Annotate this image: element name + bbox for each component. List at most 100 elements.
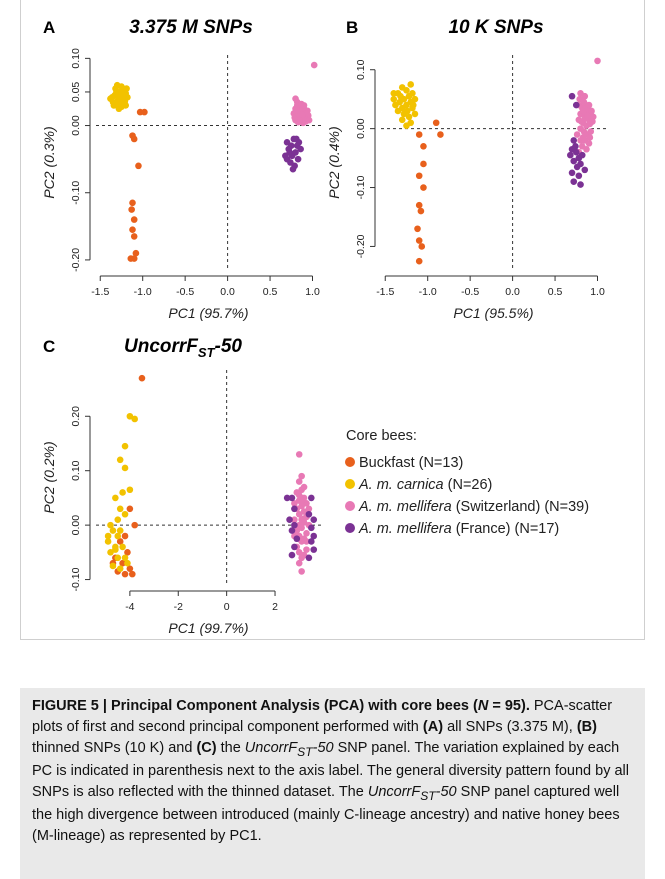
data-point [123,85,130,92]
panel-letter: C [43,337,55,356]
data-point [300,483,308,491]
data-points [104,374,318,578]
data-point [594,57,601,65]
x-axis-label: PC1 (95.7%) [168,305,248,321]
data-point [107,549,114,556]
y-axis-label: PC2 (0.4%) [326,126,342,198]
data-point [310,532,318,540]
legend: Core bees: Buckfast (N=13) A. m. carnica (… [345,428,589,537]
panel-a: A 3.375 M SNPs -1.5 -1.0 -0.5 0.0 0.5 1.0 PC1 (9… [41,17,321,321]
x-tick-label: -1.0 [419,286,437,298]
legend-label: A. m. mellifera (Switzerland) (N=39) [358,499,589,515]
x-tick-label: 2 [272,601,278,613]
legend-label-italic: A. m. carnica [358,477,444,493]
data-point [293,535,301,543]
data-point [570,137,578,144]
data-point [288,551,296,559]
data-point [418,243,426,250]
legend-label-text: (Switzerland) (N=39) [452,499,589,515]
data-point [568,169,576,177]
legend-marker [345,479,355,489]
y-axis-label: PC2 (0.2%) [41,441,57,513]
panel-c: C UncorrFST-50 -4 -2 0 2 PC1 (99.7%) -0.10 0.00 0… [41,336,321,636]
data-point [572,101,580,109]
data-point [578,151,586,159]
data-point [298,502,305,510]
data-point [392,101,399,109]
data-point [303,546,310,553]
data-point [300,102,308,109]
data-point [138,374,146,382]
data-point [116,565,124,572]
y-tick-label: 0.00 [70,515,82,536]
y-axis: -0.20 -0.10 0.00 0.10 PC2 (0.4%) [326,59,376,258]
panel-letter: B [346,18,358,37]
x-tick-label: -1.5 [91,286,109,298]
data-point [577,181,584,188]
data-point [303,529,310,537]
data-point [415,201,423,209]
data-point [124,94,131,101]
pca-figure: A 3.375 M SNPs -1.5 -1.0 -0.5 0.0 0.5 1.0 PC1 (9… [41,17,606,636]
y-axis: -0.20 -0.10 0.00 0.05 0.10 PC2 (0.3%) [41,48,91,272]
series-2 [573,57,601,156]
data-point [110,102,118,109]
x-axis: -4 -2 0 2 PC1 (99.7%) [125,590,278,636]
data-point [295,510,303,518]
data-point [112,494,119,502]
x-tick-label: 1.0 [305,286,320,298]
series-3 [283,494,318,562]
data-point [420,143,427,150]
data-point [121,554,129,562]
series-1 [390,81,419,129]
data-point [286,516,293,523]
data-point [291,521,298,529]
y-tick-label: 0.00 [70,115,82,136]
data-point [581,166,589,174]
data-point [128,570,136,578]
data-point [295,139,303,146]
x-tick-label: -0.5 [176,286,194,298]
data-point [587,128,595,135]
panel-letter: A [43,18,55,37]
x-tick-label: 0.5 [263,286,278,298]
data-point [567,151,574,159]
x-tick-label: -0.5 [461,286,479,298]
data-point [411,110,419,118]
data-point [130,255,138,262]
data-point [305,510,313,518]
x-tick-label: -1.0 [134,286,152,298]
series-0 [127,108,148,262]
x-axis-label: PC1 (99.7%) [168,620,248,636]
chart-title-main: 10 K SNPs [448,17,543,38]
data-point [570,157,578,165]
data-point [107,521,114,529]
data-point [397,92,404,100]
data-point [128,206,135,213]
y-tick-label: -0.10 [355,175,367,199]
data-point [573,131,581,138]
data-point [130,216,138,223]
data-point [108,94,116,101]
data-points [107,61,318,262]
data-point [104,532,112,540]
data-point [403,87,410,94]
legend-marker [345,457,355,467]
data-point [129,199,136,207]
figure-caption: FIGURE 5 | Principal Component Analysis … [20,688,645,879]
data-point [121,532,129,540]
data-point [109,527,117,534]
data-point [588,107,595,115]
legend-marker [345,523,355,533]
data-point [291,500,298,507]
data-point [579,134,587,141]
data-point [113,81,121,89]
data-point [113,88,120,96]
caption-text: PCA-scatter plots of first and second pr… [32,698,629,845]
chart-title-suffix: -50 [215,336,243,357]
legend-label-italic: A. m. mellifera [358,521,452,537]
data-point [121,510,129,518]
data-point [300,508,308,515]
data-point [291,505,298,513]
data-point [310,516,318,523]
